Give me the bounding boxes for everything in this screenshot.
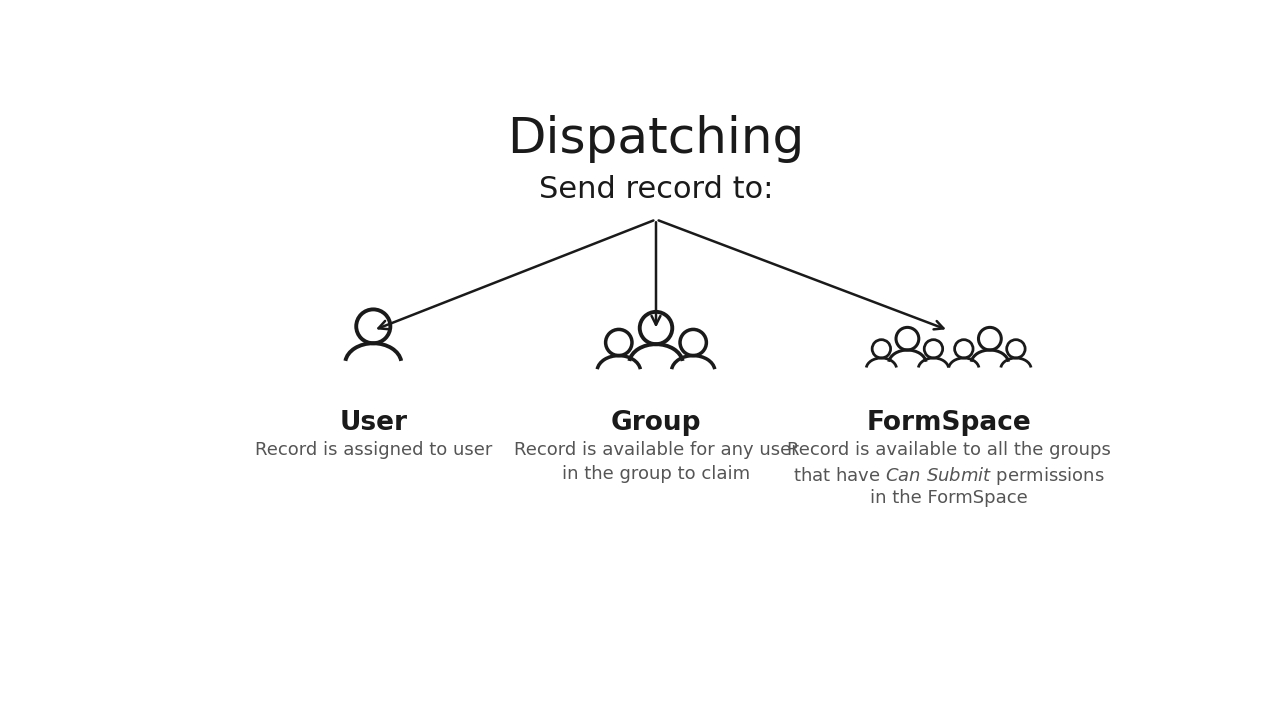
Text: User: User bbox=[339, 410, 407, 436]
Text: Group: Group bbox=[611, 410, 701, 436]
Text: that have $\it{Can\ Submit}$ permissions: that have $\it{Can\ Submit}$ permissions bbox=[792, 465, 1105, 487]
Text: Record is available for any user: Record is available for any user bbox=[513, 441, 799, 459]
Text: Record is assigned to user: Record is assigned to user bbox=[255, 441, 492, 459]
Text: Send record to:: Send record to: bbox=[539, 175, 773, 204]
Text: Record is available to all the groups: Record is available to all the groups bbox=[787, 441, 1111, 459]
Text: in the FormSpace: in the FormSpace bbox=[870, 489, 1028, 507]
Text: FormSpace: FormSpace bbox=[867, 410, 1030, 436]
Text: Dispatching: Dispatching bbox=[507, 115, 805, 163]
Text: in the group to claim: in the group to claim bbox=[562, 465, 750, 483]
